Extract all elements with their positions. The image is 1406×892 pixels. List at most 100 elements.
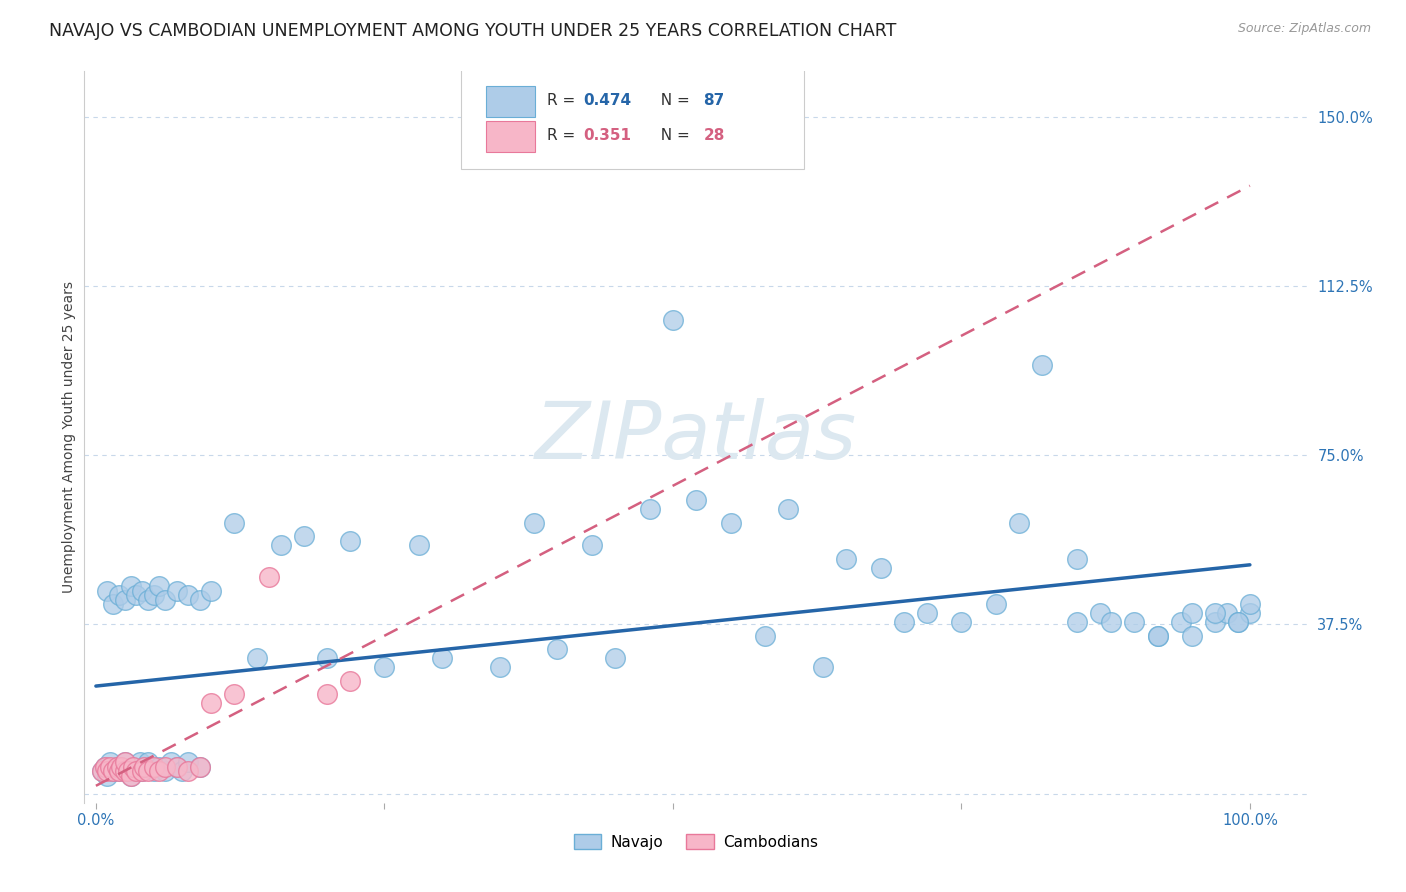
Point [1031, 358, 1053, 372]
Point [984, 597, 1007, 611]
Point [120, 769, 142, 783]
Point [1170, 615, 1192, 630]
Point [488, 660, 510, 674]
Point [94, 760, 117, 774]
Point [224, 688, 246, 702]
Point [1008, 516, 1031, 530]
Point [408, 538, 430, 552]
FancyBboxPatch shape [461, 64, 804, 169]
Point [98, 760, 121, 774]
Point [1239, 606, 1261, 620]
Point [869, 561, 891, 575]
Point [96, 583, 118, 598]
Text: 28: 28 [703, 128, 724, 144]
Point [131, 764, 153, 779]
Point [315, 688, 337, 702]
Point [685, 493, 707, 508]
Point [120, 579, 142, 593]
Point [114, 764, 136, 779]
Point [1123, 615, 1146, 630]
Point [246, 651, 269, 665]
Point [117, 764, 139, 779]
Text: R =: R = [547, 128, 579, 144]
Point [270, 538, 292, 552]
Point [142, 764, 165, 779]
Point [114, 764, 136, 779]
Text: ZIPatlas: ZIPatlas [534, 398, 858, 476]
Legend: Navajo, Cambodians: Navajo, Cambodians [567, 826, 825, 857]
Point [720, 516, 742, 530]
Point [1204, 615, 1226, 630]
Point [200, 583, 222, 598]
Point [103, 764, 125, 779]
Point [605, 651, 627, 665]
Point [1146, 629, 1168, 643]
Point [136, 755, 159, 769]
Text: 87: 87 [703, 93, 724, 108]
Point [96, 769, 118, 783]
Point [224, 516, 246, 530]
Point [142, 588, 165, 602]
Text: 0.474: 0.474 [583, 93, 631, 108]
Point [339, 533, 361, 548]
Point [108, 588, 131, 602]
Point [125, 764, 148, 779]
Point [134, 760, 156, 774]
Point [103, 764, 125, 779]
Point [114, 592, 136, 607]
Point [153, 760, 176, 774]
Point [142, 760, 165, 774]
Point [125, 764, 148, 779]
Point [638, 502, 661, 516]
Text: Source: ZipAtlas.com: Source: ZipAtlas.com [1237, 22, 1371, 36]
Point [188, 592, 211, 607]
Point [1227, 615, 1250, 630]
Point [662, 312, 685, 326]
Point [110, 760, 132, 774]
Point [105, 760, 128, 774]
Text: N =: N = [651, 93, 695, 108]
Point [1181, 606, 1204, 620]
Point [96, 764, 118, 779]
Point [108, 764, 131, 779]
Point [1204, 606, 1226, 620]
Point [148, 579, 170, 593]
FancyBboxPatch shape [485, 121, 534, 152]
Point [177, 588, 200, 602]
Point [893, 615, 915, 630]
Point [778, 502, 800, 516]
Point [172, 764, 194, 779]
Point [160, 755, 183, 769]
Point [1088, 606, 1111, 620]
Point [1066, 552, 1088, 566]
Point [188, 760, 211, 774]
Point [117, 764, 139, 779]
Point [131, 764, 153, 779]
Point [166, 760, 188, 774]
Point [121, 760, 143, 774]
Point [1216, 606, 1239, 620]
Point [835, 552, 858, 566]
Point [1146, 629, 1168, 643]
Point [339, 673, 361, 688]
Point [581, 538, 603, 552]
FancyBboxPatch shape [485, 86, 534, 117]
Point [148, 764, 170, 779]
Point [105, 760, 128, 774]
Point [523, 516, 546, 530]
Point [128, 755, 150, 769]
Point [103, 597, 125, 611]
Point [134, 760, 156, 774]
Point [315, 651, 337, 665]
Point [94, 760, 117, 774]
Point [121, 760, 143, 774]
Point [1099, 615, 1122, 630]
Point [177, 755, 200, 769]
Point [754, 629, 776, 643]
Point [166, 760, 188, 774]
Point [153, 592, 176, 607]
Point [188, 760, 211, 774]
Point [166, 583, 188, 598]
Point [98, 755, 121, 769]
Point [177, 764, 200, 779]
